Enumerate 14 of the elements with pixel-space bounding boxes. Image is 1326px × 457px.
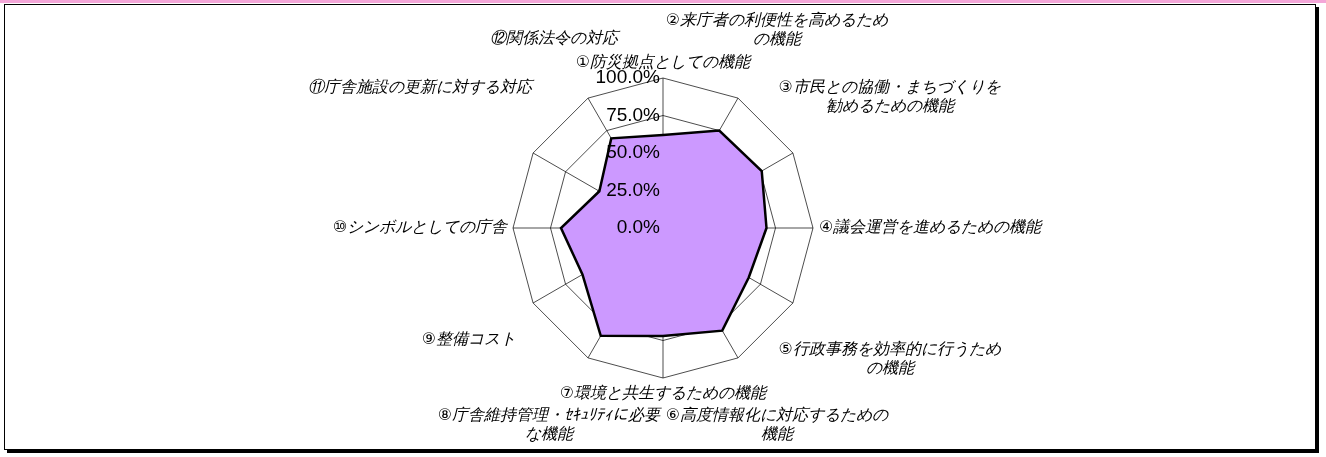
spoke-label: ⑥高度情報化に対応するための機能: [665, 405, 891, 444]
spoke-label: ⑩シンボルとしての庁舎: [332, 217, 509, 237]
y-tick-label: 75.0%: [606, 103, 661, 125]
y-tick-label: 25.0%: [606, 178, 661, 200]
spoke-label: ⑫関係法令の対応: [489, 27, 621, 47]
spoke-label: ⑨整備コスト: [421, 329, 517, 349]
spoke-label: ⑪庁舎施設の更新に対する対応: [308, 77, 536, 97]
spoke-label: ②来庁者の利便性を高めるための機能: [665, 10, 890, 49]
spoke-label: ④議会運営を進めるための機能: [819, 217, 1044, 237]
spoke-label: ⑧庁舎維持管理・ｾｷｭﾘﾃｨに必要な機能: [437, 405, 663, 444]
spoke-label: ⑦環境と共生するための機能: [559, 382, 769, 402]
spoke-label: ⑤行政事務を効率的に行うための機能: [778, 338, 1002, 377]
y-tick-label: 0.0%: [616, 216, 661, 238]
spoke-label: ③市民との協働・まちづくりを勧めるための機能: [778, 76, 1001, 115]
